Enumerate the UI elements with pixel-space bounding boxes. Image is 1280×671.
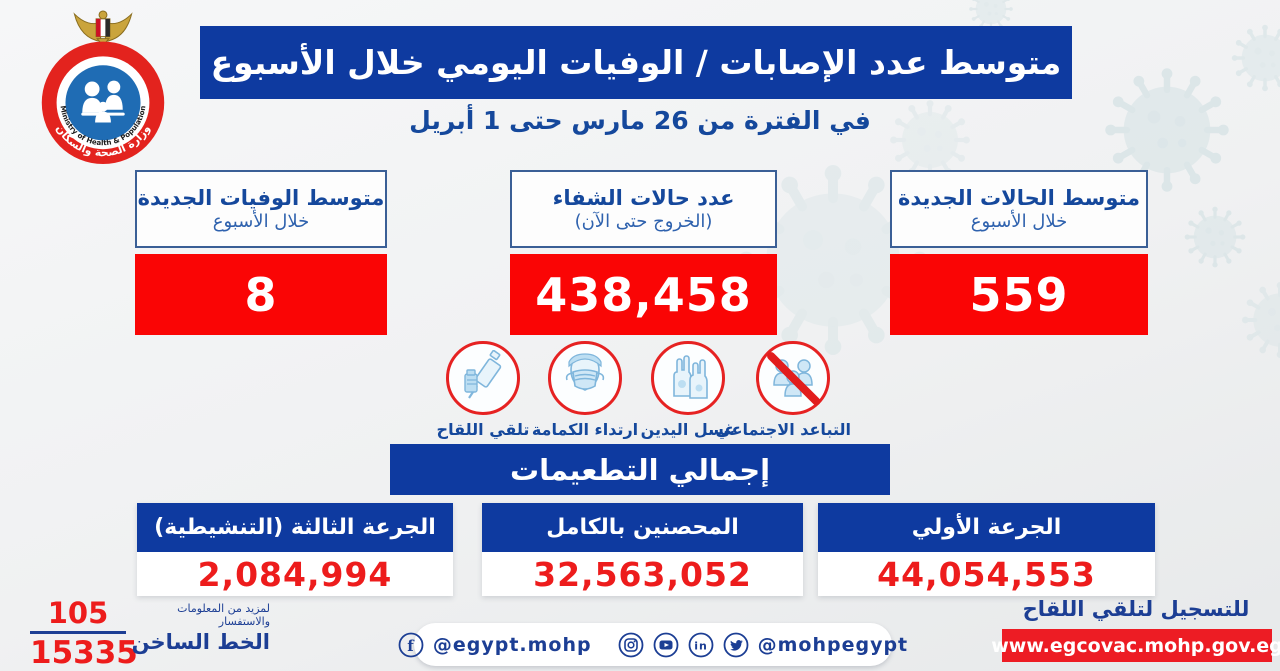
vacc-fully-vaccinated-value: 32,563,052 — [533, 554, 752, 594]
page-title: متوسط عدد الإصابات / الوفيات اليومي خلال… — [200, 26, 1072, 99]
stat-new-cases: متوسط الحالات الجديدة خلال الأسبوع 559 — [890, 170, 1148, 335]
virus-decoration — [1230, 23, 1280, 93]
precaution-label: ارتداء الكمامة — [531, 420, 639, 439]
precaution-hand-washing: غسل اليدين — [630, 341, 746, 439]
virus-decoration — [1240, 280, 1280, 360]
page-title-text: متوسط عدد الإصابات / الوفيات اليومي خلال… — [210, 43, 1062, 82]
report-period: في الفترة من 26 مارس حتى 1 أبريل — [409, 106, 871, 135]
stat-title: عدد حالات الشفاء — [552, 186, 735, 211]
hotline-title: الخط الساخن — [131, 630, 270, 654]
hotline-info-text: لمزيد من المعلومات والاستفسار — [177, 602, 270, 628]
precaution-face-mask: ارتداء الكمامة — [527, 341, 643, 439]
facebook-icon[interactable]: f — [398, 632, 424, 658]
virus-decoration — [1183, 205, 1247, 269]
stat-subtitle: (الخروج حتى الآن) — [574, 211, 713, 233]
vacc-fully-vaccinated: المحصنين بالكامل 32,563,052 — [482, 503, 803, 596]
vacc-booster-dose-value: 2,084,994 — [197, 554, 393, 594]
stat-title: متوسط الحالات الجديدة — [897, 186, 1141, 211]
precaution-label: التباعد الاجتماعي — [715, 420, 851, 439]
social-media-bar: f @egypt.mohp in @mohpegypt — [398, 623, 907, 666]
vacc-first-dose-value: 44,054,553 — [877, 554, 1096, 594]
hotline-number-15335: 15335 — [30, 635, 138, 671]
vacc-first-dose: الجرعة الأولي 44,054,553 — [818, 503, 1155, 596]
vaccination-icon — [464, 350, 502, 399]
register-label: للتسجيل لتلقي اللقاح — [1022, 597, 1250, 621]
precaution-vaccination: تلقي اللقاح — [425, 341, 541, 439]
stat-new-deaths: متوسط الوفيات الجديدة خلال الأسبوع 8 — [135, 170, 387, 335]
eagle-emblem — [73, 10, 133, 47]
hand-washing-icon — [673, 355, 708, 399]
stat-recoveries-value: 438,458 — [510, 254, 777, 335]
stat-subtitle: خلال الأسبوع — [212, 211, 310, 233]
family-silhouette — [81, 80, 125, 123]
social-distancing-icon — [767, 352, 821, 406]
register-url-link[interactable]: www.egcovac.mohp.gov.eg — [991, 629, 1280, 662]
vacc-card-label: المحصنين بالكامل — [482, 503, 803, 552]
hotline-numbers: 105 15335 — [30, 596, 138, 671]
svg-text:in: in — [694, 639, 708, 652]
youtube-icon[interactable] — [653, 632, 679, 658]
twitter-icon[interactable] — [723, 632, 749, 658]
svg-text:f: f — [407, 637, 415, 655]
precaution-label: غسل اليدين — [640, 420, 736, 439]
hotline-number-105: 105 — [30, 596, 126, 634]
vacc-card-label: الجرعة الثالثة (التنشيطية) — [137, 503, 453, 552]
stat-new-cases-header: متوسط الحالات الجديدة خلال الأسبوع — [890, 170, 1148, 248]
vacc-booster-dose: الجرعة الثالثة (التنشيطية) 2,084,994 — [137, 503, 453, 596]
face-mask-icon — [565, 353, 605, 391]
hotline-labels: لمزيد من المعلومات والاستفسار الخط الساخ… — [126, 602, 270, 654]
precaution-social-distancing: التباعد الاجتماعي — [715, 341, 851, 439]
vacc-card-label: الجرعة الأولي — [818, 503, 1155, 552]
ministry-logo: Ministry of Health & Population وزارة ال… — [41, 10, 165, 165]
stat-subtitle: خلال الأسبوع — [970, 211, 1068, 233]
stat-new-deaths-value: 8 — [135, 254, 387, 335]
linkedin-icon[interactable]: in — [688, 632, 714, 658]
stat-new-deaths-header: متوسط الوفيات الجديدة خلال الأسبوع — [135, 170, 387, 248]
precaution-label: تلقي اللقاح — [436, 420, 530, 439]
instagram-icon[interactable] — [618, 632, 644, 658]
group-handle[interactable]: @mohpegypt — [757, 633, 909, 656]
vaccination-totals-title: إجمالي التطعيمات — [390, 444, 890, 495]
stat-recoveries-header: عدد حالات الشفاء (الخروج حتى الآن) — [510, 170, 777, 248]
stat-title: متوسط الوفيات الجديدة — [137, 186, 385, 211]
facebook-handle[interactable]: @egypt.mohp — [432, 633, 592, 656]
stat-recoveries: عدد حالات الشفاء (الخروج حتى الآن) 438,4… — [510, 170, 777, 335]
stat-new-cases-value: 559 — [890, 254, 1148, 335]
